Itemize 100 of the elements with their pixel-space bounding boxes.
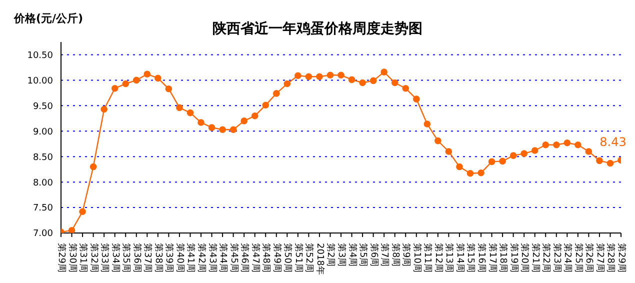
- point: [240, 118, 248, 124]
- point: [230, 126, 237, 134]
- y-tick-label: 7.50: [32, 204, 54, 214]
- x-tick-label: 第26周: [584, 243, 595, 272]
- point: [445, 148, 452, 155]
- x-tick-label: 第39周: [164, 243, 175, 272]
- x-tick-label: 第42周: [196, 243, 207, 272]
- point: [424, 120, 431, 128]
- point: [510, 152, 517, 159]
- point: [380, 68, 388, 76]
- x-tick-label: 第20周: [519, 243, 530, 272]
- x-tick-label: 第27周: [594, 243, 606, 272]
- x-tick-label: 第40周: [174, 243, 186, 272]
- x-tick-label: 第51周: [292, 243, 304, 272]
- point: [606, 160, 614, 167]
- x-tick-label: 第22周: [540, 243, 552, 272]
- x-tick-label: 第48周: [260, 243, 272, 272]
- x-tick-label: 第30周: [66, 243, 78, 272]
- point: [434, 137, 442, 144]
- point: [122, 80, 130, 88]
- point: [478, 170, 484, 176]
- x-tick-label: 第12周: [432, 243, 444, 272]
- x-tick-label: 第29周: [56, 243, 67, 272]
- point: [370, 77, 377, 84]
- x-tick-label: 第34周: [110, 243, 121, 272]
- point: [564, 139, 571, 146]
- y-tick-label: 8.50: [32, 152, 54, 163]
- x-tick-label: 第19周: [508, 243, 520, 272]
- y-tick-label: 9.00: [32, 127, 54, 138]
- point: [542, 141, 550, 148]
- x-tick-label: 第43周: [206, 243, 218, 272]
- point: [585, 148, 592, 155]
- x-tick-label: 第10周: [411, 243, 422, 272]
- x-tick-label: 第41周: [185, 243, 196, 272]
- x-tick-label: 第13周: [444, 243, 455, 272]
- chart-title: 陕西省近一年鸡蛋价格周度走势图: [212, 21, 422, 37]
- x-tick-label: 第52周: [304, 243, 315, 272]
- x-tick-label: 2018年: [314, 243, 326, 275]
- point: [100, 106, 108, 113]
- data-label: 8.43: [600, 135, 626, 150]
- x-tick-label: 第15周: [465, 243, 476, 272]
- point: [338, 72, 344, 79]
- point: [284, 80, 291, 88]
- point: [208, 124, 216, 131]
- x-tick-label: 第6周: [368, 243, 380, 267]
- x-tick-label: 第18周: [498, 243, 509, 272]
- point: [68, 227, 76, 233]
- point: [391, 79, 398, 86]
- x-tick-label: 第33周: [99, 243, 110, 272]
- point: [316, 73, 323, 80]
- x-tick-label: 第44周: [218, 243, 229, 272]
- point: [144, 70, 151, 78]
- x-tick-label: 第35周: [120, 243, 132, 272]
- point: [499, 158, 506, 165]
- y-tick-label: 9.50: [32, 102, 54, 112]
- x-tick-label: 第28周: [605, 243, 616, 272]
- x-tick-label: 第31周: [78, 243, 89, 272]
- x-tick-label: 第37周: [142, 243, 154, 272]
- point: [154, 74, 162, 82]
- y-tick-label: 10.00: [27, 76, 54, 86]
- point: [596, 157, 603, 164]
- point: [165, 85, 172, 92]
- point: [552, 141, 560, 148]
- x-tick-label: 第5周: [358, 243, 369, 267]
- point: [272, 90, 280, 97]
- x-tick-label: 第14周: [454, 243, 466, 272]
- point: [132, 76, 140, 84]
- x-tick-label: 第50周: [282, 243, 294, 272]
- point: [198, 119, 204, 126]
- y-tick-label: 7.00: [32, 229, 54, 240]
- point: [402, 84, 410, 92]
- point: [79, 208, 86, 216]
- y-tick-label: 8.00: [32, 178, 54, 188]
- x-tick-label: 第49周: [271, 243, 282, 272]
- point: [520, 150, 528, 157]
- x-tick-label: 第32周: [88, 243, 100, 272]
- x-tick-label: 第7周: [379, 243, 390, 267]
- y-axis-title: 价格(元/公斤): [14, 11, 84, 26]
- point: [412, 96, 420, 102]
- x-tick-label: 第17周: [486, 243, 498, 272]
- x-tick-label: 第46周: [239, 243, 250, 272]
- x-tick-label: 第16周: [476, 243, 487, 272]
- x-tick-label: 第25周: [572, 243, 584, 272]
- point: [251, 112, 258, 120]
- y-tick-label: 10.50: [27, 50, 54, 61]
- point: [90, 163, 97, 170]
- point: [456, 163, 463, 170]
- point: [326, 72, 334, 79]
- point: [531, 147, 538, 154]
- point: [305, 73, 312, 80]
- point: [574, 141, 582, 148]
- point: [466, 170, 474, 177]
- x-tick-label: 第4周: [346, 243, 358, 267]
- x-tick-label: 第47周: [250, 243, 261, 272]
- point: [186, 109, 194, 116]
- point: [176, 104, 183, 112]
- point: [294, 72, 302, 80]
- x-tick-label: 第8周: [390, 243, 401, 267]
- x-tick-label: 第9周: [400, 243, 412, 267]
- x-tick-label: 第29周: [616, 243, 627, 272]
